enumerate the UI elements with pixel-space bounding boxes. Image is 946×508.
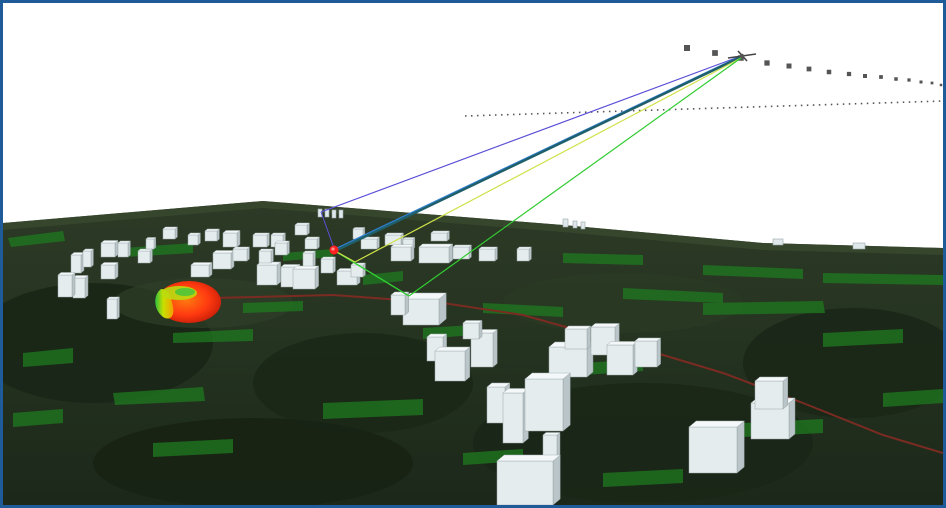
- building: [190, 261, 213, 278]
- terrain-horizon-band: [3, 201, 943, 255]
- building: [452, 244, 473, 260]
- building: [524, 372, 571, 432]
- track-point: [764, 60, 770, 66]
- scene-canvas[interactable]: [3, 3, 943, 505]
- building: [294, 222, 311, 236]
- building: [82, 248, 95, 268]
- building: [564, 325, 592, 350]
- building: [57, 271, 76, 298]
- track-point: [930, 81, 934, 85]
- track-point: [894, 77, 898, 81]
- building: [688, 420, 745, 474]
- track-point: [939, 83, 943, 87]
- building: [187, 232, 202, 246]
- building: [145, 236, 157, 250]
- track-point: [806, 66, 812, 72]
- building: [502, 387, 530, 444]
- track-point: [786, 63, 792, 69]
- building: [256, 261, 282, 286]
- ray-5-reflection: [334, 250, 410, 297]
- building: [606, 340, 638, 376]
- building: [292, 265, 320, 290]
- building: [302, 250, 317, 268]
- building: [360, 236, 381, 250]
- building: [478, 246, 499, 262]
- building: [137, 248, 154, 264]
- aircraft-icon[interactable]: [727, 50, 757, 62]
- track-point: [846, 71, 852, 77]
- ray-5: [408, 57, 742, 297]
- building: [350, 262, 367, 278]
- building: [402, 292, 447, 326]
- track-point: [879, 75, 883, 79]
- ray-3: [334, 55, 742, 253]
- building: [462, 319, 483, 340]
- building: [162, 226, 179, 240]
- building: [117, 240, 132, 258]
- antenna-marker-icon[interactable]: [329, 245, 339, 255]
- building: [212, 249, 235, 270]
- track-point: [826, 69, 832, 75]
- building: [430, 230, 451, 242]
- building: [634, 337, 662, 368]
- building: [384, 232, 405, 246]
- building: [222, 229, 241, 248]
- building: [100, 261, 119, 280]
- building: [496, 454, 561, 505]
- building: [70, 251, 85, 274]
- ray-4: [354, 57, 742, 263]
- building: [754, 376, 789, 410]
- building: [320, 256, 337, 274]
- building: [274, 240, 291, 256]
- building: [418, 243, 454, 264]
- building: [100, 239, 119, 258]
- antenna-radiation-pattern[interactable]: [155, 281, 244, 323]
- track-point: [863, 74, 867, 78]
- building: [516, 246, 533, 262]
- building: [390, 291, 410, 316]
- building: [258, 248, 275, 264]
- ray-1: [320, 55, 742, 213]
- building: [204, 228, 221, 242]
- ray-4-reflection: [334, 250, 356, 263]
- buildings-layer: [57, 222, 796, 505]
- building: [252, 232, 271, 248]
- track-point: [907, 78, 911, 82]
- ray-1-reflection: [320, 211, 336, 252]
- building: [72, 274, 89, 299]
- track-point: [712, 50, 718, 56]
- building: [304, 236, 321, 250]
- track-point: [919, 80, 923, 84]
- building: [390, 243, 415, 262]
- track-point: [684, 45, 690, 51]
- building: [232, 246, 251, 262]
- building: [434, 346, 471, 382]
- ray-paths[interactable]: [320, 55, 742, 297]
- horizon-structures: [317, 208, 866, 250]
- building: [106, 296, 121, 320]
